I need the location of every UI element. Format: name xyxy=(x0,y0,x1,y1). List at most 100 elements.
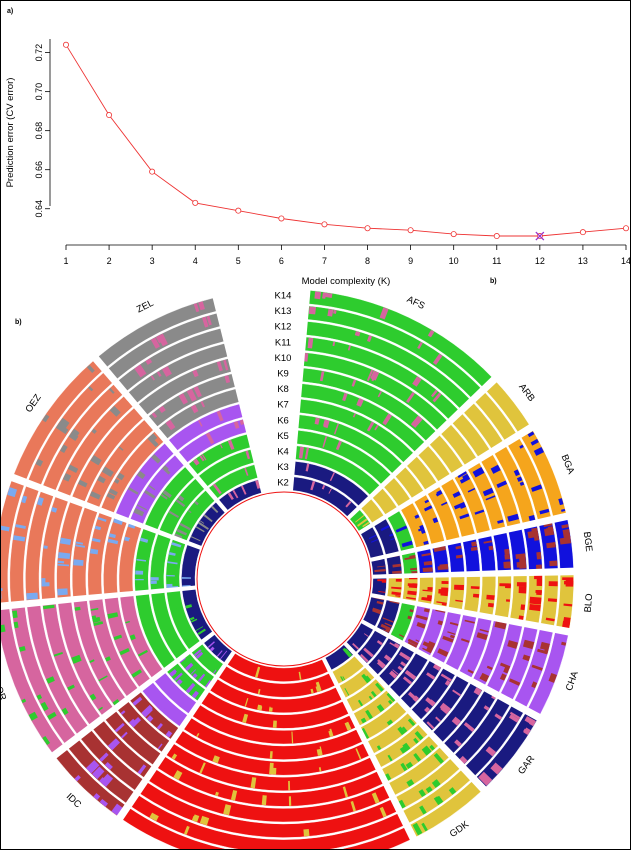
admixture-streak xyxy=(382,413,392,426)
sector-divider xyxy=(357,426,537,536)
admixture-streak xyxy=(211,505,219,513)
admixture-streak xyxy=(389,642,399,649)
admixture-streak xyxy=(125,620,130,624)
y-tick-label: 0.68 xyxy=(34,122,44,140)
data-point xyxy=(63,41,70,48)
admixture-streak xyxy=(1,588,3,591)
admixture-streak xyxy=(179,628,189,636)
ring-segment xyxy=(477,534,496,573)
admixture-streak xyxy=(352,413,356,418)
ring-segment xyxy=(494,574,512,619)
sector-divider xyxy=(345,374,497,520)
panel-b-inline-label: b) xyxy=(490,278,497,285)
admixture-streak xyxy=(310,481,316,491)
admixture-streak xyxy=(545,617,555,622)
admixture-streak xyxy=(199,762,206,774)
admixture-streak xyxy=(488,405,501,418)
admixture-streak xyxy=(363,647,374,658)
admixture-streak xyxy=(58,417,70,429)
admixture-streak xyxy=(485,746,497,757)
admixture-streak xyxy=(414,731,424,741)
y-axis-title: Prediction error (CV error) xyxy=(5,78,16,188)
admixture-streak xyxy=(384,773,392,782)
admixture-streak xyxy=(508,678,521,686)
admixture-streak xyxy=(13,621,19,629)
admixture-streak xyxy=(406,391,415,403)
admixture-streak xyxy=(466,448,473,455)
admixture-streak xyxy=(529,596,542,605)
admixture-streak xyxy=(423,608,430,613)
admixture-streak xyxy=(424,706,431,713)
admixture-streak xyxy=(524,716,536,726)
admixture-streak xyxy=(432,353,443,365)
admixture-streak xyxy=(203,514,213,523)
admixture-streak xyxy=(342,786,349,798)
admixture-streak xyxy=(460,638,470,643)
admixture-streak xyxy=(376,745,382,751)
admixture-streak xyxy=(378,491,386,498)
sector-divider xyxy=(322,655,419,842)
admixture-streak xyxy=(562,616,571,626)
admixture-streak xyxy=(427,587,433,591)
admixture-streak xyxy=(114,478,120,484)
admixture-streak xyxy=(197,673,206,683)
admixture-streak xyxy=(42,414,50,423)
sector-divider xyxy=(48,630,216,757)
admixture-streak xyxy=(150,375,155,381)
admixture-streak xyxy=(420,529,426,534)
panel-b-label: b) xyxy=(15,319,22,326)
admixture-streak xyxy=(187,509,192,514)
admixture-streak xyxy=(405,475,415,485)
admixture-streak xyxy=(212,755,220,764)
admixture-streak xyxy=(401,540,413,548)
admixture-streak xyxy=(423,447,432,456)
admixture-streak xyxy=(515,553,526,559)
admixture-streak xyxy=(407,615,412,620)
admixture-streak xyxy=(171,542,182,548)
admixture-streak xyxy=(386,719,393,726)
admixture-streak xyxy=(377,391,382,398)
admixture-streak xyxy=(493,384,504,395)
admixture-streak xyxy=(447,431,460,442)
ring-label-k5: K5 xyxy=(277,431,289,442)
admixture-streak xyxy=(361,727,370,739)
admixture-streak xyxy=(533,447,544,456)
x-tick-label: 9 xyxy=(408,256,413,266)
x-tick-label: 6 xyxy=(279,256,284,266)
admixture-streak xyxy=(498,395,510,406)
admixture-streak xyxy=(409,609,414,613)
admixture-streak xyxy=(135,579,144,581)
admixture-streak xyxy=(190,404,199,414)
admixture-streak xyxy=(531,484,543,492)
admixture-streak xyxy=(190,669,197,675)
admixture-streak xyxy=(494,713,503,720)
admixture-streak xyxy=(92,766,105,780)
admixture-streak xyxy=(135,570,144,575)
admixture-streak xyxy=(389,478,396,484)
admixture-streak xyxy=(173,672,183,682)
admixture-streak xyxy=(112,699,120,706)
admixture-streak xyxy=(404,669,417,681)
admixture-streak xyxy=(365,675,372,682)
admixture-streak xyxy=(150,337,160,349)
admixture-streak xyxy=(561,524,569,529)
admixture-streak xyxy=(436,795,444,804)
admixture-streak xyxy=(141,706,153,718)
admixture-streak xyxy=(209,646,215,652)
admixture-streak xyxy=(471,541,477,547)
admixture-streak xyxy=(90,455,102,466)
admixture-streak xyxy=(78,479,88,488)
admixture-streak xyxy=(342,647,352,658)
admixture-streak xyxy=(304,447,309,460)
admixture-streak xyxy=(376,640,383,646)
x-tick-label: 13 xyxy=(578,256,588,266)
admixture-streak xyxy=(380,524,390,532)
ring-segment xyxy=(509,574,528,622)
admixture-streak xyxy=(106,492,116,500)
admixture-streak xyxy=(462,473,469,480)
admixture-streak xyxy=(476,414,486,424)
admixture-streak xyxy=(167,561,178,565)
admixture-streak xyxy=(88,386,94,392)
admixture-streak xyxy=(409,693,419,702)
admixture-streak xyxy=(93,621,104,627)
